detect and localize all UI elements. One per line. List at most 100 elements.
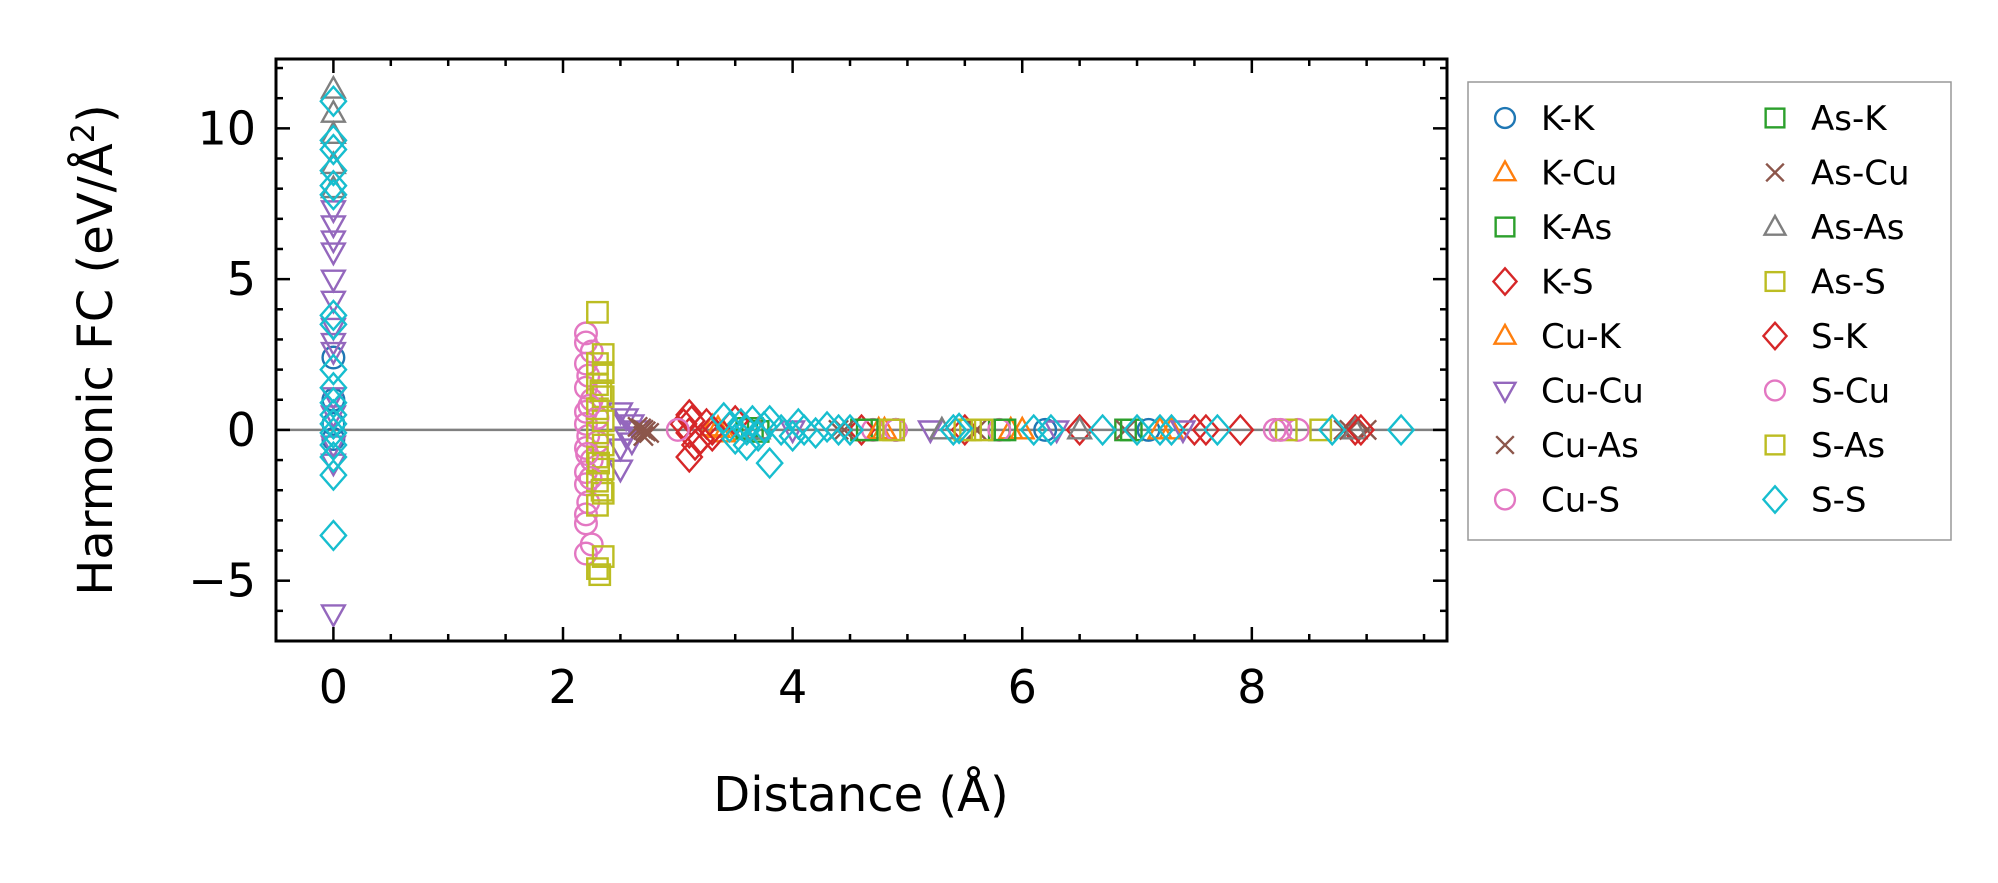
data-point <box>1346 413 1376 447</box>
tick-labels: 0 2 4 6 8 −5 0 5 10 <box>188 101 1266 714</box>
data-point <box>319 407 348 441</box>
data-point <box>319 353 348 386</box>
data-point <box>778 419 807 453</box>
data-point <box>1226 413 1255 447</box>
legend-entry: Cu-K <box>1492 317 1623 357</box>
legend-entry: S-Cu <box>1763 372 1890 412</box>
data-point <box>321 345 346 370</box>
legend-marker <box>1492 322 1518 345</box>
legend-marker <box>1495 435 1515 455</box>
legend-marker <box>1492 381 1518 404</box>
data-point <box>319 215 347 240</box>
legend-label: S-K <box>1811 317 1869 357</box>
legend-label: S-S <box>1811 481 1866 521</box>
data-point <box>319 317 347 342</box>
x-tick-label: 0 <box>319 660 348 714</box>
data-point <box>579 339 604 364</box>
data-point <box>591 409 615 433</box>
data-point <box>749 410 779 444</box>
legend-frame <box>1467 81 1952 541</box>
data-point <box>1169 420 1197 445</box>
data-point <box>1180 413 1209 447</box>
plot-frame <box>274 57 1449 643</box>
legend-marker <box>1764 270 1786 293</box>
legend-label: K-Cu <box>1541 154 1617 194</box>
data-point <box>578 466 603 491</box>
legend-marker <box>1763 379 1787 402</box>
data-point <box>586 557 609 581</box>
data-point <box>855 418 879 442</box>
x-tick-label: 4 <box>778 660 807 714</box>
data-point <box>319 84 348 118</box>
series-as-k <box>741 417 1143 442</box>
legend-entry: S-S <box>1761 481 1866 521</box>
legend-label: K-K <box>1541 99 1596 139</box>
legend-label: S-As <box>1811 426 1885 466</box>
data-point <box>1036 413 1066 447</box>
data-point <box>665 417 690 442</box>
data-point <box>993 418 1017 442</box>
data-point <box>586 493 609 517</box>
x-tick-label: 8 <box>1237 660 1266 714</box>
legend-entry: As-K <box>1764 99 1888 139</box>
legend-label: Cu-Cu <box>1541 372 1644 412</box>
data-point <box>319 169 348 202</box>
data-point <box>587 451 610 475</box>
legend-entry: K-K <box>1493 99 1596 139</box>
data-point <box>1158 415 1185 440</box>
data-point <box>319 308 348 341</box>
data-point <box>573 541 598 566</box>
legend-label: Cu-As <box>1541 426 1639 466</box>
data-point <box>1203 413 1232 447</box>
data-point <box>1065 413 1094 447</box>
legend-marker <box>1491 266 1519 297</box>
data-point <box>675 440 704 474</box>
data-point <box>1157 413 1186 447</box>
legend: K-K K-Cu K-As K-S Cu-K Cu-Cu Cu-As Cu-S As-K As-C… <box>1467 81 1952 541</box>
legend-entry: K-As <box>1494 208 1612 248</box>
data-point <box>1066 415 1094 440</box>
legend-items: K-K K-Cu K-As K-S Cu-K Cu-Cu Cu-As Cu-S As-K As-C… <box>1491 99 1910 521</box>
legend-label: As-As <box>1811 208 1904 248</box>
data-point <box>319 230 347 255</box>
data-point <box>319 133 348 166</box>
y-axis-title: Harmonic FC (eV/Å2) <box>64 104 124 596</box>
data-point <box>606 459 634 484</box>
data-point <box>755 446 784 480</box>
y-axis-title-main: Harmonic FC (eV/Å <box>67 143 124 596</box>
legend-label: Cu-K <box>1541 317 1623 357</box>
data-point <box>1191 413 1221 447</box>
legend-entry: As-As <box>1762 208 1904 248</box>
y-tick-label: −5 <box>188 554 256 608</box>
x-tick-label: 2 <box>548 660 577 714</box>
data-point <box>1285 417 1310 442</box>
data-point <box>801 416 830 450</box>
data-point <box>939 413 968 447</box>
legend-entry: As-S <box>1764 263 1886 303</box>
data-point <box>319 154 348 187</box>
data-point <box>959 418 982 442</box>
data-point <box>319 458 348 492</box>
legend-entry: S-As <box>1764 426 1885 466</box>
data-point <box>847 413 876 447</box>
x-tick-label: 6 <box>1008 660 1037 714</box>
legend-marker <box>1493 106 1517 130</box>
data-point <box>319 341 347 366</box>
data-point <box>589 379 613 403</box>
data-point <box>686 422 715 456</box>
data-point <box>319 290 347 315</box>
y-axis-title-superscript: 2 <box>64 123 102 143</box>
data-point <box>321 411 346 436</box>
data-point <box>812 410 842 444</box>
series-cu-cu <box>319 200 1197 629</box>
data-point <box>319 604 347 629</box>
data-point <box>1318 413 1347 447</box>
data-point <box>606 402 634 427</box>
data-point <box>944 412 974 445</box>
data-point <box>1119 418 1143 442</box>
x-axis-title: Distance (Å) <box>713 766 1008 823</box>
legend-entry: As-Cu <box>1765 154 1910 194</box>
data-point <box>586 300 609 324</box>
legend-marker <box>1764 434 1786 456</box>
data-point <box>698 413 727 447</box>
